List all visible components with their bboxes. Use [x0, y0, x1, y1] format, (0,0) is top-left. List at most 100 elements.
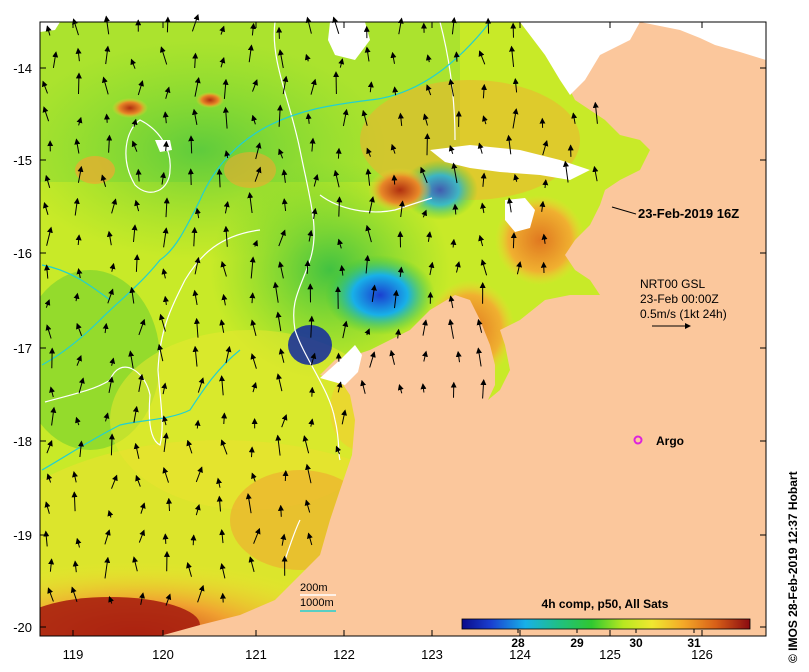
current-vector-arrow: [219, 563, 226, 579]
current-vector-arrow: [592, 165, 599, 182]
current-vector-arrow: [164, 86, 171, 99]
current-vector-arrow: [103, 15, 110, 35]
current-vector-arrow: [250, 22, 257, 36]
current-vector-arrow: [197, 377, 205, 393]
current-vector-arrow: [541, 233, 548, 244]
current-vector-arrow: [103, 412, 110, 422]
current-vectors: [41, 13, 599, 606]
current-vector-arrow: [192, 345, 199, 367]
contour-1000m: [41, 21, 491, 366]
current-vector-arrow: [281, 169, 288, 183]
current-vector-arrow: [100, 174, 107, 187]
current-vector-arrow: [187, 168, 194, 186]
current-vector-arrow: [138, 373, 145, 392]
vector-legend-product: NRT00 GSL: [640, 277, 705, 291]
current-vector-arrow: [510, 232, 517, 249]
current-vector-arrow: [73, 197, 80, 216]
current-vector-arrow: [477, 142, 484, 154]
current-vector-arrow: [190, 534, 197, 546]
current-vector-arrow: [165, 593, 172, 606]
current-vector-arrow: [223, 201, 230, 214]
current-vector-arrow: [448, 145, 455, 154]
current-vector-arrow: [43, 530, 50, 547]
current-vector-arrow: [108, 376, 115, 393]
current-vector-arrow: [305, 16, 312, 34]
current-vector-arrow: [425, 84, 432, 96]
current-vector-arrow: [251, 114, 258, 125]
current-vector-arrow: [252, 79, 258, 92]
current-vector-arrow: [277, 49, 284, 69]
current-vector-arrow: [485, 17, 492, 34]
current-vector-arrow: [365, 168, 372, 186]
current-vector-arrow: [44, 299, 51, 308]
current-vector-arrow: [250, 319, 257, 337]
current-vector-arrow: [392, 86, 399, 96]
current-vector-arrow: [75, 47, 82, 62]
current-vector-arrow: [74, 138, 81, 154]
current-vector-arrow: [542, 179, 549, 189]
current-vector-arrow: [220, 439, 228, 455]
current-vector-arrow: [342, 320, 349, 339]
current-vector-arrow: [245, 493, 252, 514]
current-vector-arrow: [478, 234, 485, 247]
current-vector-arrow: [129, 286, 136, 304]
current-vector-arrow: [272, 281, 279, 303]
current-vector-arrow: [304, 53, 311, 62]
current-vector-arrow: [216, 477, 223, 488]
current-vector-arrow: [592, 101, 599, 124]
current-vector-arrow: [101, 76, 109, 95]
current-vector-arrow: [335, 445, 342, 455]
current-vector-arrow: [42, 201, 49, 215]
current-vector-arrow: [306, 532, 313, 546]
current-vector-arrow: [307, 229, 314, 242]
timestamp-pointer: [611, 206, 637, 215]
current-vector-arrow: [422, 319, 428, 336]
current-vector-arrow: [309, 386, 316, 397]
current-vector-arrow: [195, 466, 203, 483]
current-vector-arrow: [399, 200, 405, 218]
current-vector-arrow: [367, 81, 374, 93]
current-vector-arrow: [339, 264, 346, 276]
current-vector-arrow: [516, 261, 522, 275]
current-vector-arrow: [360, 379, 367, 394]
current-vector-arrow: [133, 254, 140, 272]
current-vector-arrow: [139, 592, 145, 605]
vector-legend-time: 23-Feb 00:00Z: [640, 292, 719, 306]
current-vector-arrow: [224, 150, 231, 159]
current-vector-arrow: [253, 527, 261, 544]
current-vector-arrow: [157, 343, 164, 362]
lon-tick-label: 120: [152, 647, 174, 662]
current-vector-arrow: [451, 162, 458, 184]
current-vector-arrow: [281, 198, 288, 212]
current-vector-arrow: [166, 497, 173, 512]
current-vector-arrow: [76, 268, 83, 279]
current-vector-arrow: [480, 379, 487, 399]
current-vector-arrow: [192, 52, 199, 69]
current-vector-arrow: [164, 16, 171, 33]
current-vector-arrow: [221, 293, 228, 306]
current-vector-arrow: [219, 529, 226, 544]
current-vector-arrow: [104, 556, 111, 579]
lon-tick-label: 121: [245, 647, 267, 662]
current-vector-arrow: [397, 384, 404, 394]
current-vector-arrow: [128, 350, 135, 369]
current-vector-arrow: [249, 292, 256, 304]
current-vector-arrow: [194, 504, 201, 516]
current-vector-arrow: [542, 140, 549, 156]
current-vector-arrow: [308, 418, 315, 427]
current-vector-arrow: [131, 118, 138, 127]
current-vector-arrow: [420, 383, 427, 393]
current-vector-arrow: [46, 439, 53, 454]
current-vector-arrow: [106, 230, 113, 246]
lon-tick-label: 123: [421, 647, 443, 662]
current-vector-arrow: [365, 224, 372, 243]
lat-tick-label: -18: [13, 434, 32, 449]
argo-float-marker: [633, 435, 643, 445]
current-vector-arrow: [397, 17, 404, 35]
current-vector-arrow: [219, 375, 226, 396]
current-vector-arrow: [162, 415, 168, 426]
current-vector-arrow: [159, 46, 168, 65]
current-vector-arrow: [162, 432, 169, 452]
current-vector-arrow: [131, 140, 138, 152]
bathymetry-legend: 200m 1000m: [300, 582, 336, 612]
